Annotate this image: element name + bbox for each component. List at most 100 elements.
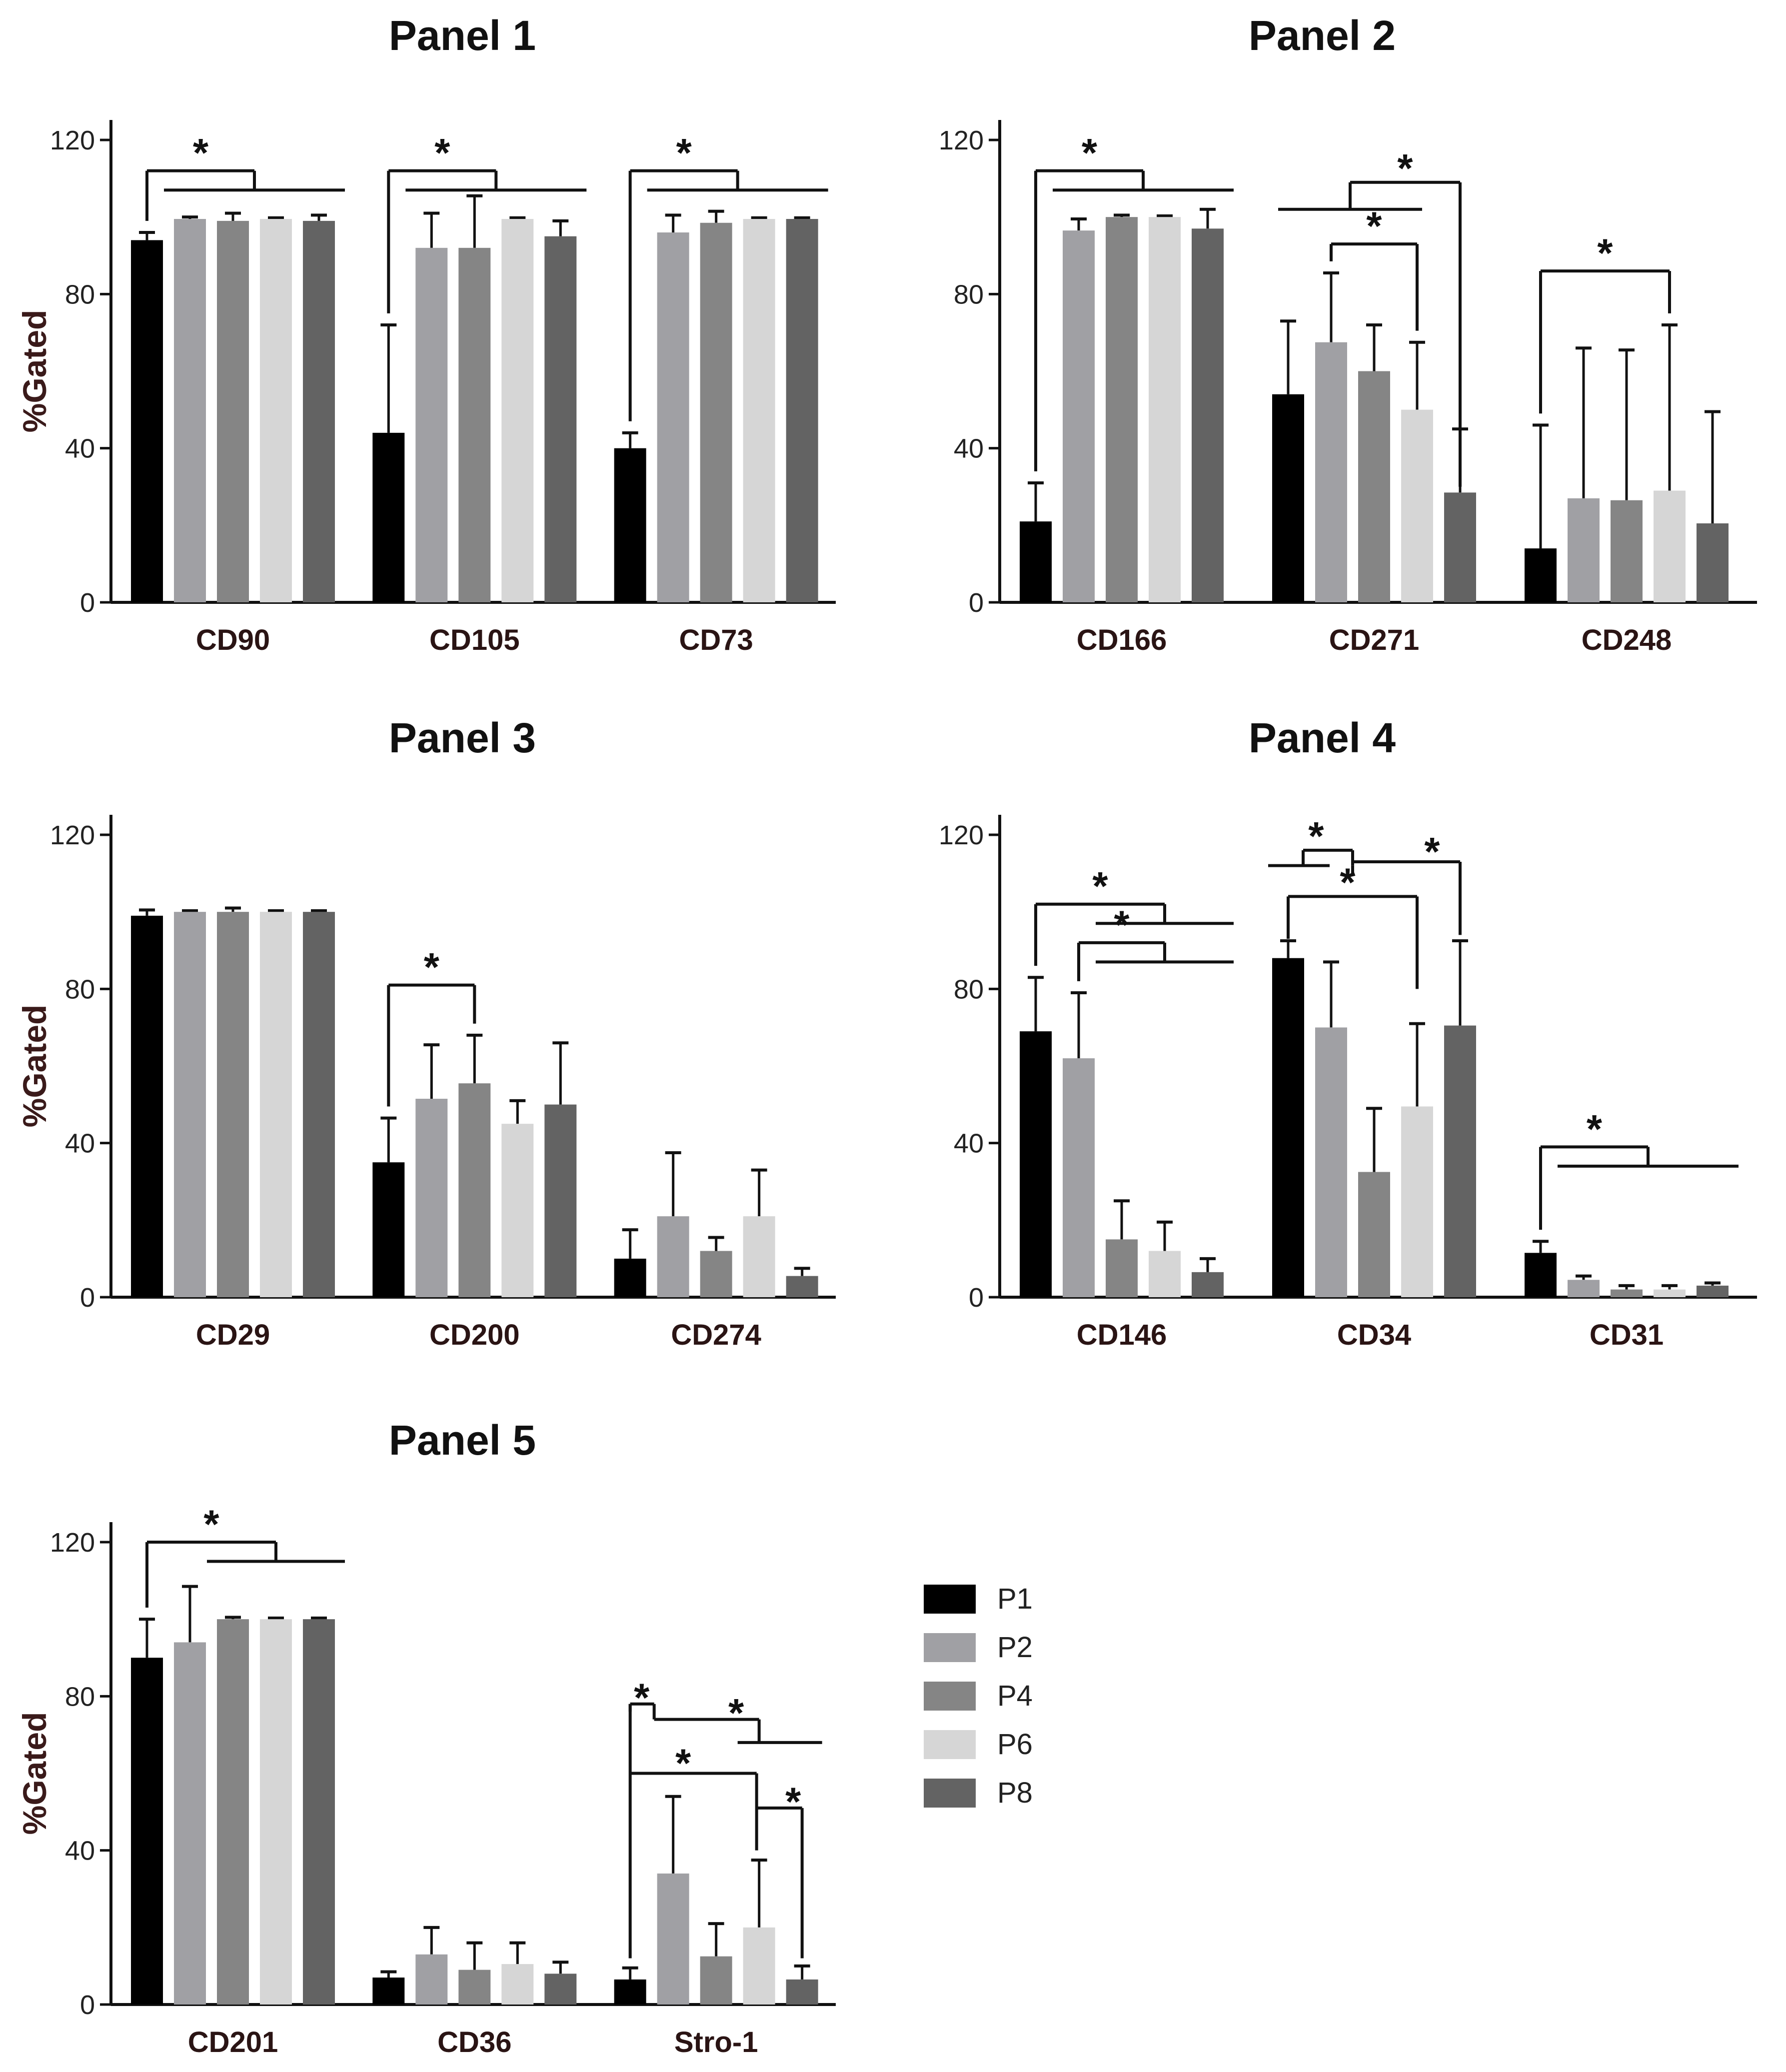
significance-star: *: [1597, 231, 1613, 275]
category-label: CD146: [1077, 1319, 1167, 1351]
bar-CD201-P1: [131, 1658, 163, 2005]
y-tick-label: 0: [80, 1990, 95, 2020]
panel-1: Panel 1 0 40 80 120 %Gated CD90 CD105 CD73 * * *: [16, 12, 836, 656]
bar-CD29-P4: [217, 912, 249, 1297]
category-label: CD274: [671, 1319, 761, 1351]
bar-CD105-P1: [372, 432, 405, 602]
bar-CD166-P4: [1106, 217, 1138, 603]
bar-CD274-P4: [700, 1251, 732, 1297]
bar-CD73-P1: [614, 448, 646, 602]
bar-CD166-P6: [1149, 217, 1181, 603]
bar-CD34-P8: [1444, 1025, 1476, 1297]
bar-CD90-P2: [174, 219, 206, 602]
bar-CD200-P2: [415, 1099, 448, 1297]
bar-CD29-P8: [303, 912, 335, 1297]
significance-star: *: [675, 1741, 691, 1785]
significance-star: *: [1587, 1107, 1603, 1151]
bar-CD36-P8: [544, 1974, 577, 2005]
y-tick-label: 80: [954, 974, 984, 1004]
bar-Stro-1-P2: [657, 1873, 689, 2005]
bar-CD34-P1: [1272, 958, 1304, 1297]
category-label: CD31: [1590, 1319, 1664, 1351]
significance-star: *: [203, 1502, 219, 1546]
y-tick-label: 40: [954, 1129, 984, 1159]
bar-CD73-P4: [700, 222, 732, 603]
bar-CD146-P1: [1020, 1031, 1052, 1297]
bar-CD146-P2: [1063, 1058, 1095, 1297]
category-label: CD201: [188, 2026, 278, 2059]
y-axis-label: %Gated: [16, 1712, 53, 1835]
significance-star: *: [424, 945, 440, 989]
legend-label-P4: P4: [997, 1680, 1033, 1712]
panel-title: Panel 5: [389, 1417, 536, 1464]
panel-title: Panel 4: [1249, 714, 1396, 761]
y-axis-label: %Gated: [16, 310, 53, 433]
y-tick-label: 120: [50, 1528, 95, 1558]
bar-CD248-P8: [1697, 523, 1729, 602]
bar-CD36-P4: [458, 1970, 491, 2005]
bar-CD105-P6: [501, 219, 534, 602]
y-tick-label: 0: [969, 1283, 984, 1313]
bar-CD36-P6: [501, 1964, 534, 2005]
bar-Stro-1-P4: [700, 1956, 732, 2005]
bar-CD146-P8: [1192, 1272, 1224, 1297]
y-tick-label: 80: [65, 1682, 95, 1712]
bar-Stro-1-P1: [614, 1979, 646, 2005]
panel-title: Panel 3: [389, 714, 536, 761]
significance-star: *: [434, 130, 450, 175]
legend-swatch-P6: [924, 1730, 976, 1759]
legend-label-P6: P6: [997, 1728, 1033, 1761]
significance-star: *: [1366, 204, 1382, 248]
bar-CD248-P4: [1611, 500, 1643, 602]
panel-title: Panel 1: [389, 12, 536, 59]
y-tick-label: 120: [50, 125, 95, 155]
y-tick-label: 120: [939, 820, 984, 850]
bar-CD90-P6: [260, 219, 292, 602]
category-label: Stro-1: [674, 2026, 758, 2059]
significance-star: *: [1308, 814, 1324, 858]
bar-CD34-P4: [1358, 1172, 1390, 1297]
y-tick-label: 80: [65, 279, 95, 309]
bar-CD200-P1: [372, 1162, 405, 1297]
significance-star: *: [1092, 864, 1108, 908]
legend: P1 P2 P4 P6 P8: [924, 1583, 1033, 1809]
bar-CD73-P2: [657, 232, 689, 602]
bar-CD200-P6: [501, 1124, 534, 1297]
category-label: CD34: [1337, 1319, 1411, 1351]
bar-CD31-P2: [1568, 1280, 1600, 1297]
bar-CD31-P1: [1525, 1253, 1557, 1297]
category-label: CD166: [1077, 624, 1167, 656]
category-label: CD90: [196, 624, 270, 656]
legend-label-P1: P1: [997, 1583, 1033, 1615]
bar-CD201-P6: [260, 1619, 292, 2005]
significance-star: *: [785, 1779, 801, 1824]
bar-CD105-P8: [544, 236, 577, 602]
bar-Stro-1-P6: [743, 1927, 775, 2005]
category-label: CD29: [196, 1319, 270, 1351]
significance-star: *: [1340, 860, 1356, 905]
y-tick-label: 0: [80, 1283, 95, 1313]
bar-CD274-P1: [614, 1258, 646, 1297]
bar-CD248-P1: [1525, 548, 1557, 602]
category-label: CD36: [437, 2026, 511, 2059]
bar-CD201-P4: [217, 1619, 249, 2005]
bar-CD31-P4: [1611, 1289, 1643, 1297]
bar-CD105-P2: [415, 247, 448, 602]
bar-CD29-P6: [260, 912, 292, 1297]
bar-CD166-P2: [1063, 230, 1095, 602]
bar-CD271-P6: [1401, 409, 1433, 602]
y-tick-label: 80: [65, 974, 95, 1004]
legend-swatch-P2: [924, 1633, 976, 1662]
category-label: CD248: [1582, 624, 1672, 656]
bar-CD146-P4: [1106, 1239, 1138, 1297]
panel-5: Panel 5 0 40 80 120 %Gated CD201 CD36 Stro-1 * * * *…: [16, 1417, 836, 2059]
bar-CD36-P1: [372, 1978, 405, 2005]
bar-CD105-P4: [458, 247, 491, 602]
bar-CD31-P8: [1697, 1285, 1729, 1297]
legend-swatch-P1: [924, 1585, 976, 1614]
bar-CD271-P1: [1272, 394, 1304, 602]
significance-star: *: [676, 130, 692, 175]
bar-CD248-P6: [1654, 490, 1686, 602]
bar-CD200-P4: [458, 1083, 491, 1297]
